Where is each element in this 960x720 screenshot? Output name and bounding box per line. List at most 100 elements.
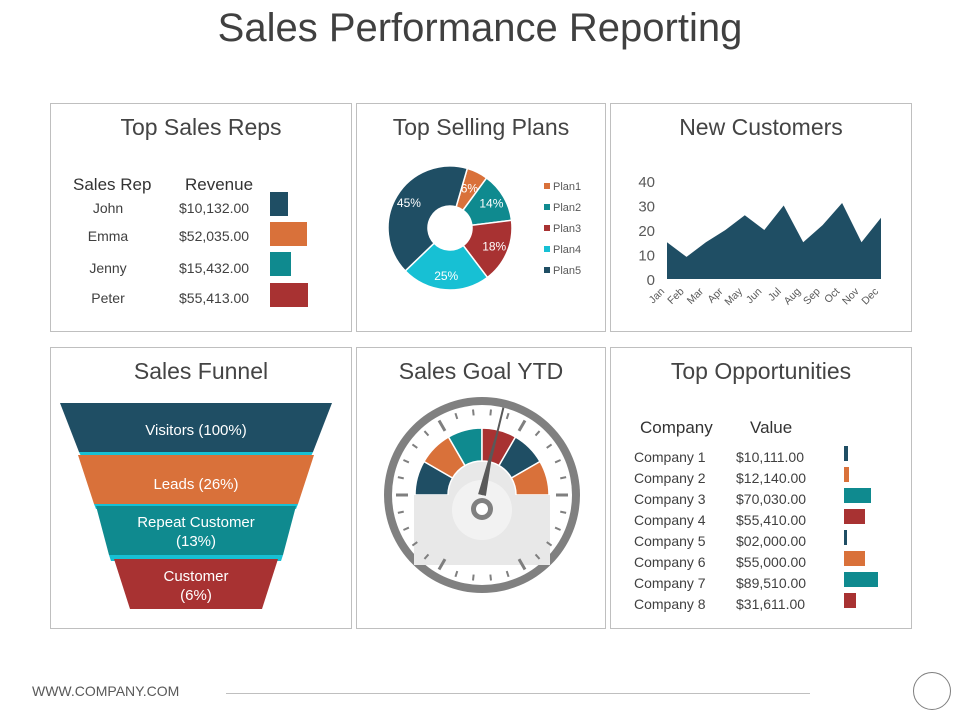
area-series	[667, 203, 881, 279]
opportunity-value: $55,000.00	[736, 554, 807, 570]
funnel-label-leads: Leads (26%)	[153, 476, 239, 493]
footer-url[interactable]: WWW.COMPANY.COM	[32, 683, 180, 699]
top-selling-plans-title: Top Selling Plans	[392, 114, 570, 140]
opportunity-bar	[844, 488, 871, 503]
opportunity-value: $12,140.00	[736, 470, 807, 486]
sales-funnel-title: Sales Funnel	[133, 358, 269, 384]
funnel-stage-visitors	[60, 403, 332, 452]
gauge-tick	[534, 430, 541, 437]
y-tick-label: 30	[638, 199, 655, 216]
value-header: Value	[750, 418, 793, 437]
opportunity-bar	[844, 530, 847, 545]
legend-swatch	[544, 225, 550, 231]
opportunity-value: $02,000.00	[736, 533, 807, 549]
gauge-tick	[411, 541, 418, 547]
x-tick-label: Nov	[840, 285, 862, 307]
gauge-tick	[546, 443, 553, 449]
opportunity-bar	[844, 446, 848, 461]
gauge-tick	[546, 541, 553, 547]
y-tick-label: 10	[638, 248, 655, 265]
donut-slice-plan5	[387, 165, 469, 272]
gauge-tick	[397, 510, 404, 514]
funnel-label-customer: Customer (6%)	[163, 568, 229, 604]
opportunity-value: $70,030.00	[736, 491, 807, 507]
legend-swatch	[544, 183, 550, 189]
gauge-tick	[472, 574, 475, 581]
opportunity-bar	[844, 509, 865, 524]
page-title: Sales Performance Reporting	[217, 6, 743, 50]
y-tick-label: 40	[638, 174, 655, 191]
donut-slice-plan4	[404, 242, 489, 291]
gauge-tick	[403, 526, 410, 531]
legend-label: Plan5	[553, 265, 581, 277]
gauge-tick	[472, 409, 475, 416]
x-tick-label: Apr	[705, 285, 725, 305]
y-tick-label: 20	[638, 223, 655, 240]
opportunity-company: Company 8	[634, 596, 706, 612]
legend-label: Plan4	[553, 244, 581, 256]
sales-rep-revenue: $55,413.00	[179, 290, 250, 306]
sales-rep-header: Sales Rep	[73, 175, 152, 194]
revenue-bar	[270, 283, 308, 307]
x-tick-label: May	[722, 285, 745, 308]
gauge-tick	[505, 570, 510, 578]
x-tick-label: Aug	[782, 286, 804, 308]
donut-data-label: 14%	[479, 197, 503, 211]
top-opportunities-title: Top Opportunities	[670, 358, 852, 384]
top-opportunities-panel: Top Opportunities Company Value Company …	[610, 347, 912, 629]
sales-rep-name: Peter	[91, 290, 125, 306]
funnel-label-visitors: Visitors (100%)	[145, 422, 247, 439]
legend-swatch	[544, 246, 550, 252]
revenue-header: Revenue	[185, 175, 254, 194]
donut-data-label: 25%	[434, 269, 458, 283]
gauge-tick	[454, 570, 459, 578]
gauge-tick	[560, 510, 567, 514]
x-tick-label: Sep	[801, 286, 823, 308]
x-tick-label: Oct	[822, 286, 842, 306]
sales-rep-name: Emma	[87, 228, 129, 244]
gauge-tick	[517, 558, 527, 571]
gauge-tick	[554, 459, 561, 464]
funnel-stage-customer	[114, 559, 278, 609]
opportunity-bar	[844, 467, 849, 482]
top-sales-reps-panel: Top Sales Reps Sales Rep Revenue John $10…	[50, 103, 352, 332]
donut-data-label: 6%	[461, 182, 479, 196]
sales-rep-revenue: $52,035.00	[179, 228, 250, 244]
legend-label: Plan3	[553, 223, 581, 235]
sales-rep-name: Jenny	[89, 260, 127, 276]
gauge-tick	[560, 476, 567, 480]
gauge-tick	[505, 412, 510, 420]
top-sales-reps-title: Top Sales Reps	[120, 114, 282, 140]
gauge-tick	[423, 553, 430, 560]
new-customers-title: New Customers	[679, 114, 843, 140]
gauge-needle-tip	[481, 407, 505, 496]
x-tick-label: Dec	[859, 286, 881, 308]
opportunity-value: $31,611.00	[736, 596, 806, 612]
gauge-tick	[534, 553, 541, 560]
y-tick-label: 0	[647, 272, 655, 289]
sales-goal-title: Sales Goal YTD	[398, 358, 564, 384]
revenue-bar	[270, 192, 289, 216]
sales-goal-panel: Sales Goal YTD	[356, 347, 606, 629]
opportunity-bar	[844, 551, 865, 566]
footer-circle-icon	[913, 672, 951, 710]
opportunity-company: Company 7	[634, 575, 706, 591]
opportunity-value: $55,410.00	[736, 512, 807, 528]
gauge-tick	[454, 412, 459, 420]
opportunity-value: $10,111.00	[736, 449, 804, 465]
legend-swatch	[544, 267, 550, 273]
opportunity-company: Company 1	[634, 449, 706, 465]
gauge-tick	[489, 409, 492, 416]
sales-rep-name: John	[92, 200, 124, 216]
gauge-tick	[554, 526, 561, 531]
funnel-label-repeat: Repeat Customer (13%)	[137, 514, 255, 550]
legend-label: Plan1	[553, 181, 581, 193]
revenue-bar	[270, 252, 291, 276]
plans-donut-chart: 6%14% 18% 25% 45% Plan1 Plan2 Plan3 Plan4 Plan5	[387, 165, 581, 291]
opportunity-company: Company 4	[634, 512, 706, 528]
x-tick-label: Jun	[744, 286, 765, 307]
gauge-tick	[437, 558, 447, 571]
sales-goal-gauge	[384, 397, 580, 593]
opportunity-bar	[844, 572, 878, 587]
new-customers-panel: New Customers 0 10 20 30 40 Jan Feb Mar Apr May Ju…	[610, 103, 912, 332]
